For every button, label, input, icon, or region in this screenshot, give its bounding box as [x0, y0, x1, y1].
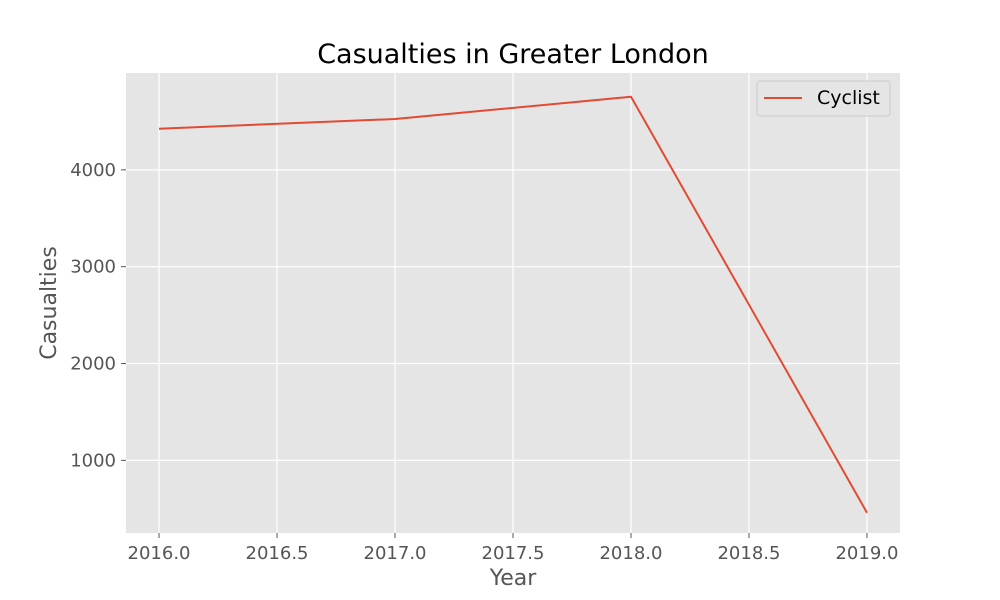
x-tick-label: 2018.5	[717, 543, 780, 564]
y-tick-label: 1000	[70, 450, 116, 471]
legend-box	[756, 80, 891, 117]
series-layer	[158, 95, 868, 514]
y-tick-label: 2000	[70, 354, 116, 375]
x-tick-label: 2016.5	[246, 543, 309, 564]
gridlines	[126, 73, 900, 533]
x-tick-label: 2018.0	[599, 543, 662, 564]
x-tick-label: 2017.5	[482, 543, 545, 564]
y-tick-label: 4000	[70, 160, 116, 181]
tick-labels: 2016.0 2016.5 2017.0 2017.5 2018.0 2018.5 2019…	[70, 160, 898, 564]
y-axis-label: Casualties	[37, 246, 62, 360]
series-line-cyclist	[158, 95, 868, 514]
legend-label-cyclist: Cyclist	[817, 87, 880, 109]
x-axis-label: Year	[489, 566, 538, 591]
chart-title: Casualties in Greater London	[317, 39, 709, 70]
x-tick-label: 2016.0	[128, 543, 191, 564]
x-tick-label: 2019.0	[835, 543, 898, 564]
x-tick-label: 2017.0	[364, 543, 427, 564]
y-tick-label: 3000	[70, 257, 116, 278]
legend: Cyclist	[756, 80, 891, 117]
